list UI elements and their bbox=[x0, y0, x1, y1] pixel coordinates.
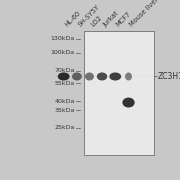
Text: 25kDa: 25kDa bbox=[54, 125, 75, 130]
Text: 100kDa: 100kDa bbox=[51, 50, 75, 55]
Text: 70kDa: 70kDa bbox=[54, 68, 75, 73]
Ellipse shape bbox=[97, 73, 107, 80]
Text: 55kDa: 55kDa bbox=[55, 81, 75, 86]
Ellipse shape bbox=[58, 73, 70, 80]
Text: LO2: LO2 bbox=[89, 15, 103, 28]
Ellipse shape bbox=[125, 73, 132, 80]
Text: Mouse liver: Mouse liver bbox=[129, 0, 160, 28]
Text: MCF7: MCF7 bbox=[115, 11, 132, 28]
Ellipse shape bbox=[85, 73, 94, 80]
Text: 130kDa: 130kDa bbox=[51, 36, 75, 41]
Ellipse shape bbox=[122, 98, 135, 107]
Text: 40kDa: 40kDa bbox=[54, 99, 75, 104]
Text: Jurkat: Jurkat bbox=[102, 10, 120, 28]
Text: SH-SY5Y: SH-SY5Y bbox=[77, 4, 101, 28]
Ellipse shape bbox=[109, 73, 121, 80]
Text: ZC3H15: ZC3H15 bbox=[158, 72, 180, 81]
Ellipse shape bbox=[72, 73, 82, 80]
Text: HL-60: HL-60 bbox=[64, 10, 82, 28]
Text: 35kDa: 35kDa bbox=[54, 108, 75, 113]
FancyBboxPatch shape bbox=[84, 31, 154, 155]
